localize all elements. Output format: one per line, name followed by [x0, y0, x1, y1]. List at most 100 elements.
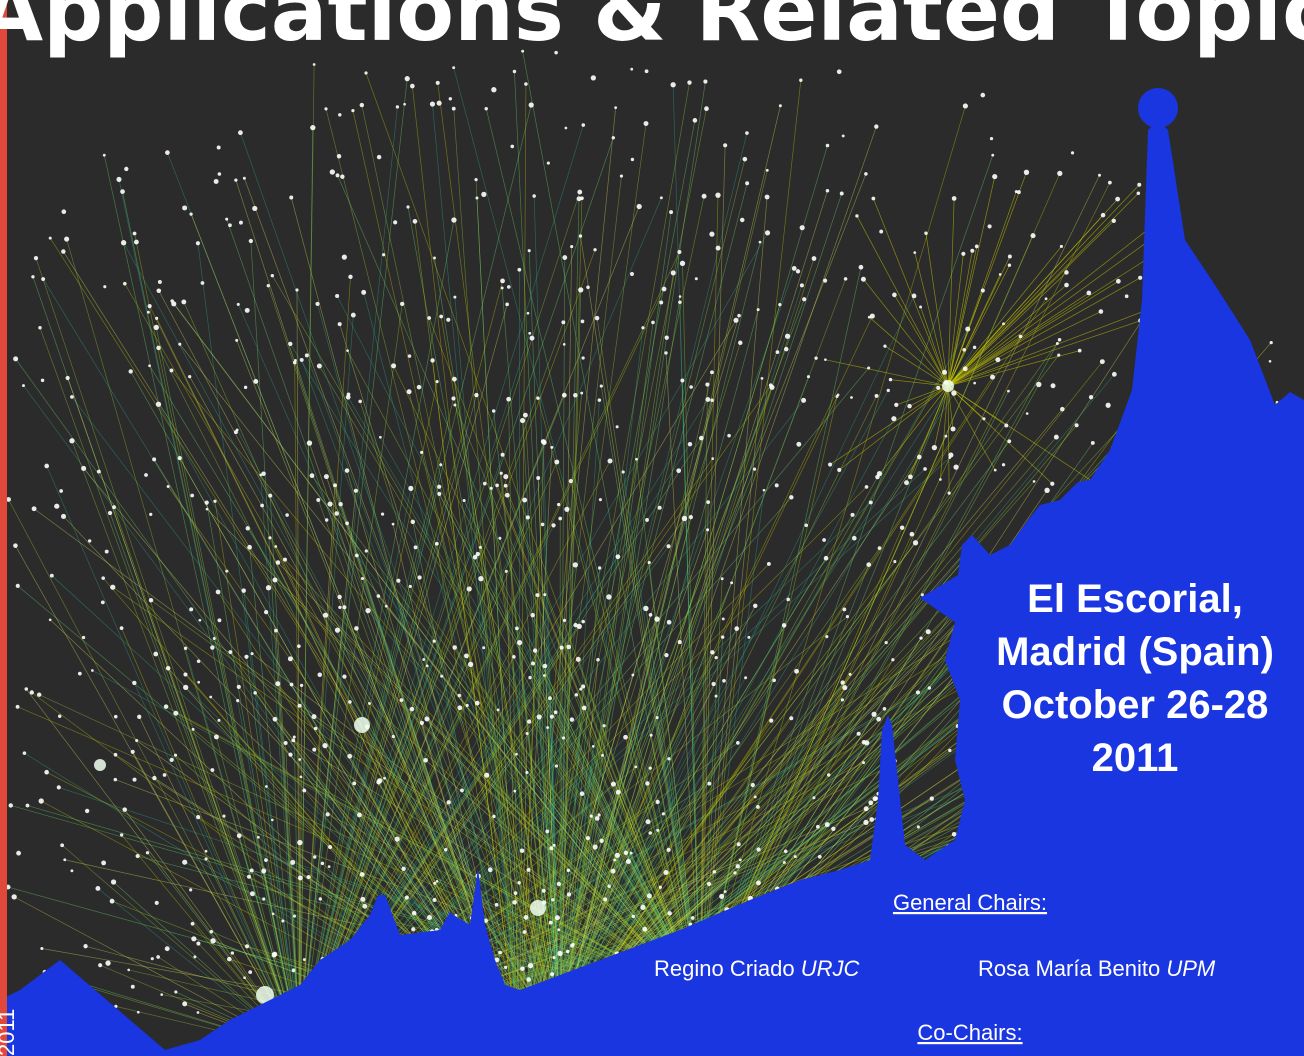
node: [921, 593, 924, 596]
node: [503, 474, 508, 479]
node: [900, 526, 904, 530]
node: [693, 118, 698, 123]
node: [961, 252, 965, 256]
node: [981, 288, 985, 292]
node: [458, 694, 462, 698]
node: [645, 518, 649, 522]
node: [648, 561, 651, 564]
node: [513, 70, 516, 73]
node: [340, 175, 344, 179]
venue-line: El Escorial,: [1027, 577, 1243, 621]
node: [992, 174, 997, 179]
node: [846, 615, 849, 618]
node: [679, 295, 682, 298]
node: [474, 178, 477, 181]
node: [666, 544, 670, 548]
node: [391, 363, 396, 368]
node: [500, 472, 503, 475]
node: [361, 577, 364, 580]
node: [260, 504, 264, 508]
node: [512, 655, 516, 659]
node: [234, 430, 238, 434]
node: [923, 467, 927, 471]
node: [1033, 480, 1036, 483]
node: [864, 806, 869, 811]
node: [127, 969, 130, 972]
node: [9, 803, 13, 807]
node: [316, 498, 320, 502]
node: [999, 273, 1002, 276]
node: [541, 523, 545, 527]
node: [676, 468, 681, 473]
node: [603, 724, 606, 727]
node: [417, 575, 421, 579]
node: [624, 851, 628, 855]
node: [300, 684, 303, 687]
node: [669, 210, 673, 214]
node: [769, 719, 773, 723]
node: [715, 695, 718, 698]
node: [351, 313, 356, 318]
node: [754, 795, 757, 798]
node: [678, 300, 681, 303]
node: [557, 951, 562, 956]
node: [330, 169, 335, 174]
node: [818, 855, 822, 859]
node: [293, 915, 296, 918]
node: [917, 825, 920, 828]
node: [152, 457, 156, 461]
node: [866, 562, 871, 567]
node: [863, 820, 868, 825]
node: [70, 869, 73, 872]
chairs-heading: General Chairs:: [893, 890, 1047, 915]
node: [706, 528, 709, 531]
node: [395, 837, 400, 842]
node: [563, 343, 566, 346]
node: [298, 876, 303, 881]
node: [1051, 383, 1056, 388]
node: [439, 315, 443, 319]
node: [348, 700, 352, 704]
node: [154, 325, 159, 330]
node: [828, 462, 832, 466]
node: [1098, 174, 1101, 177]
node: [407, 389, 412, 394]
node: [514, 891, 518, 895]
node: [433, 257, 436, 260]
node: [607, 884, 610, 887]
node: [268, 494, 272, 498]
node: [543, 664, 548, 669]
node: [69, 438, 74, 443]
node: [1002, 322, 1005, 325]
node: [338, 502, 342, 506]
node: [560, 646, 564, 650]
node: [665, 336, 669, 340]
node: [1087, 291, 1092, 296]
node: [919, 306, 922, 309]
node: [524, 915, 529, 920]
node: [759, 241, 762, 244]
node: [377, 155, 381, 159]
node: [557, 503, 560, 506]
node: [298, 704, 302, 708]
node: [497, 708, 500, 711]
node: [682, 516, 687, 521]
node: [178, 343, 181, 346]
node: [38, 326, 41, 329]
node: [137, 1011, 140, 1014]
node: [225, 218, 228, 221]
node: [120, 189, 125, 194]
node: [98, 963, 102, 967]
node: [272, 953, 277, 958]
node: [190, 494, 194, 498]
node: [283, 558, 287, 562]
node: [406, 205, 409, 208]
node: [593, 248, 596, 251]
node: [794, 855, 797, 858]
node: [595, 816, 600, 821]
node: [379, 436, 382, 439]
node: [841, 698, 844, 701]
node: [151, 957, 154, 960]
node: [1054, 435, 1059, 440]
node: [782, 623, 787, 628]
